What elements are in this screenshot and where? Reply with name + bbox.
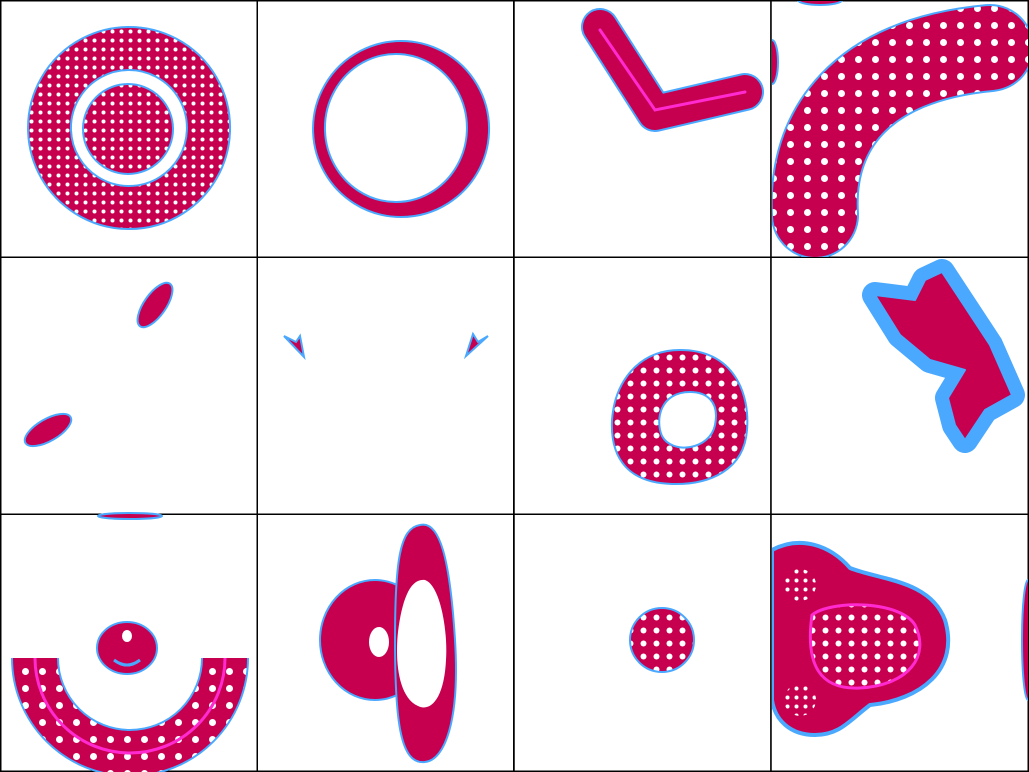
pattern-spots — [23, 281, 174, 448]
pattern-ring-target — [27, 26, 232, 230]
pattern-boomerang — [581, 8, 764, 132]
pattern-lens — [319, 523, 457, 764]
pattern-blob — [772, 540, 1028, 738]
pattern-ring — [312, 40, 491, 218]
pattern-dotted-arc — [772, 1, 1028, 257]
pattern-s-curve — [862, 259, 1025, 453]
pattern-disk — [629, 607, 695, 673]
pattern-chevrons — [283, 331, 489, 361]
pattern-arc-with-torus — [11, 512, 249, 772]
pattern-dotted-loop — [610, 348, 749, 486]
